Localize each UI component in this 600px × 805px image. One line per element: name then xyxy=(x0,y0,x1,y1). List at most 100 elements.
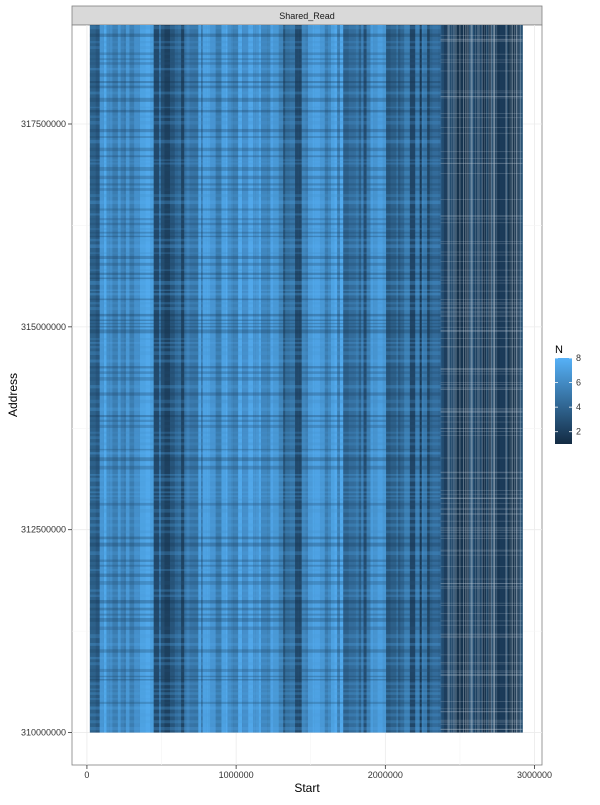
heatmap-column xyxy=(174,25,178,733)
heatmap-column xyxy=(474,25,480,733)
heatmap-sparse-col xyxy=(449,25,451,733)
heatmap-row-band xyxy=(89,649,441,653)
heatmap-row-band xyxy=(89,581,441,585)
heatmap-row-band xyxy=(89,109,441,113)
heatmap-row-band xyxy=(89,656,441,660)
heatmap-column xyxy=(221,25,226,733)
heatmap-sparse-col xyxy=(506,25,508,733)
y-axis-title: Address xyxy=(6,373,20,417)
heatmap-sparse-row xyxy=(440,620,523,622)
heatmap-sparse-row xyxy=(440,427,523,429)
heatmap-sparse-col xyxy=(509,25,511,733)
heatmap-column xyxy=(382,25,387,733)
heatmap-sparse-row xyxy=(440,671,523,673)
heatmap-row-band xyxy=(89,351,441,356)
heatmap-sparse-col xyxy=(471,25,473,733)
legend-tick-label: 2 xyxy=(576,427,581,437)
legend-tick-label: 6 xyxy=(576,378,581,388)
heatmap-column xyxy=(423,25,428,733)
heatmap-row-band xyxy=(89,385,441,389)
heatmap-row-band xyxy=(89,73,441,77)
heatmap-row-band xyxy=(89,341,441,344)
heatmap-column xyxy=(373,25,378,733)
heatmap-column xyxy=(343,25,349,733)
heatmap-row-band xyxy=(89,222,441,226)
heatmap-sparse-row xyxy=(440,490,523,491)
heatmap-sparse-col xyxy=(470,25,471,733)
heatmap-sparse-row xyxy=(440,683,523,685)
heatmap-row-band xyxy=(89,523,441,527)
heatmap-row-band xyxy=(89,498,441,501)
heatmap-row-band xyxy=(89,678,441,681)
heatmap-sparse-row xyxy=(440,290,523,292)
heatmap-row-band xyxy=(89,52,441,56)
heatmap-sparse-row xyxy=(440,509,523,510)
heatmap-column xyxy=(160,25,165,733)
heatmap-sparse-row xyxy=(440,502,523,504)
heatmap-sparse-row xyxy=(440,514,523,515)
heatmap-sparse-col xyxy=(481,25,483,733)
heatmap-sparse-col xyxy=(463,25,464,733)
heatmap-column xyxy=(184,25,187,733)
heatmap-row-band xyxy=(89,399,441,404)
heatmap-row-band xyxy=(89,62,441,65)
heatmap-column xyxy=(330,25,335,733)
x-axis: 0 1000000 2000000 3000000 xyxy=(84,765,552,780)
heatmap-sparse-row xyxy=(440,59,523,61)
heatmap-row-band xyxy=(89,407,441,411)
heatmap-column xyxy=(427,25,430,733)
heatmap-sparse-row xyxy=(440,96,523,97)
heatmap-column xyxy=(515,25,520,733)
heatmap-sparse-col xyxy=(463,25,464,733)
heatmap-column xyxy=(258,25,262,733)
heatmap-row-band xyxy=(89,255,441,259)
heatmap-row-band xyxy=(89,322,441,325)
heatmap-sparse-row xyxy=(440,373,523,375)
heatmap-sparse-row xyxy=(440,158,523,159)
heatmap-row-band xyxy=(89,551,441,556)
heatmap-sparse-row xyxy=(440,316,523,317)
heatmap-column xyxy=(159,25,161,733)
heatmap-column xyxy=(210,25,216,733)
heatmap-column xyxy=(415,25,420,733)
heatmap-column xyxy=(457,25,460,733)
heatmap-row-band xyxy=(89,231,441,234)
heatmap-sparse-row xyxy=(440,53,523,55)
heatmap-sparse-row xyxy=(440,303,523,305)
heatmap-sparse-col xyxy=(516,25,517,733)
heatmap-row-band xyxy=(89,194,441,198)
heatmap-sparse-row xyxy=(440,586,523,587)
heatmap-column xyxy=(295,25,299,733)
heatmap-sparse-col xyxy=(486,25,487,733)
heatmap-sparse-row xyxy=(440,711,523,712)
heatmap-column xyxy=(512,25,516,733)
heatmap-row-band xyxy=(89,346,441,349)
heatmap-sparse-col xyxy=(481,25,483,733)
heatmap-sparse-row xyxy=(440,674,523,675)
heatmap-sparse-row xyxy=(440,636,523,637)
heatmap-column xyxy=(124,25,126,733)
heatmap-row-band xyxy=(89,701,441,704)
heatmap-sparse-row xyxy=(440,368,523,370)
legend-ticks: 2 4 6 8 xyxy=(555,353,581,437)
heatmap-sparse-row xyxy=(440,421,523,423)
heatmap-sparse-row xyxy=(440,527,523,528)
heatmap-row-band xyxy=(89,634,441,639)
heatmap-column xyxy=(493,25,497,733)
heatmap-column xyxy=(314,25,320,733)
heatmap-row-band xyxy=(89,568,441,572)
heatmap-row-band xyxy=(89,600,441,604)
heatmap-row-band xyxy=(89,292,441,296)
heatmap-column xyxy=(452,25,455,733)
heatmap-column xyxy=(139,25,146,733)
heatmap-column xyxy=(432,25,439,733)
heatmap-row-band xyxy=(89,607,441,611)
heatmap-row-band xyxy=(89,682,441,686)
heatmap-sparse-col xyxy=(516,25,518,733)
heatmap-row-band xyxy=(89,91,441,95)
heatmap-column xyxy=(479,25,483,733)
heatmap-column xyxy=(129,25,135,733)
x-tick-label: 3000000 xyxy=(517,770,552,780)
heatmap-sparse-row xyxy=(440,41,523,42)
